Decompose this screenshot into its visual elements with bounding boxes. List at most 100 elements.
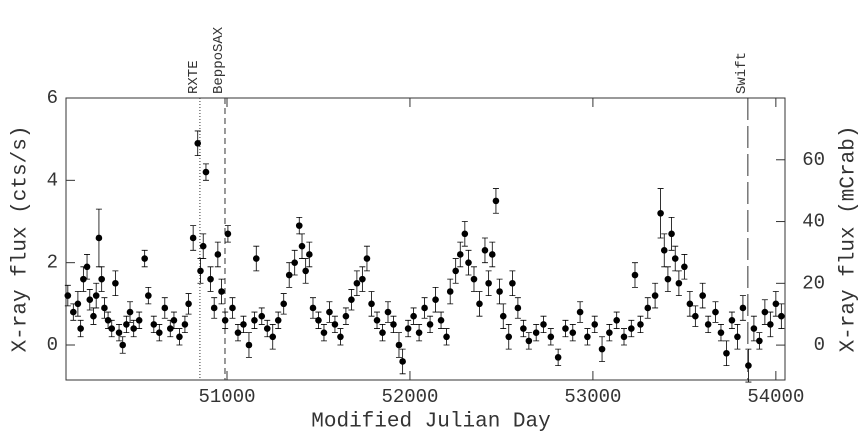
data-point: [437, 317, 445, 324]
data-point: [145, 292, 152, 299]
data-point: [373, 317, 381, 324]
data-point: [189, 234, 197, 242]
data-point: [620, 333, 628, 341]
data-point: [92, 292, 100, 299]
data-point: [651, 292, 659, 299]
data-point: [141, 255, 148, 262]
data-point: [390, 321, 397, 328]
data-point: [699, 292, 706, 299]
data-point: [331, 321, 339, 328]
data-point: [704, 321, 712, 328]
data-point: [218, 288, 225, 295]
data-point: [207, 275, 214, 283]
data-point: [488, 251, 496, 258]
data-point: [734, 333, 741, 341]
data-point: [554, 354, 562, 361]
data-point: [353, 279, 361, 287]
data-point: [492, 197, 500, 205]
data-point: [90, 312, 97, 320]
data-point: [123, 321, 130, 328]
data-point: [119, 341, 127, 349]
data-point: [101, 304, 108, 312]
data-point: [591, 321, 599, 328]
data-point: [379, 329, 386, 336]
data-point: [657, 209, 664, 217]
data-point: [772, 300, 780, 308]
data-point: [761, 308, 769, 316]
data-point: [185, 300, 192, 308]
data-point: [80, 275, 87, 283]
data-point: [240, 321, 247, 328]
data-point: [569, 329, 577, 336]
data-point: [384, 308, 392, 316]
data-point: [348, 296, 355, 304]
data-point: [98, 275, 105, 283]
data-point: [644, 304, 652, 312]
annotation-label: RXTE: [186, 60, 202, 94]
data-point: [631, 271, 639, 279]
data-point: [476, 300, 483, 308]
data-point: [224, 230, 232, 238]
data-point: [363, 255, 371, 262]
data-point: [598, 345, 606, 353]
data-point: [452, 267, 459, 275]
data-point: [359, 275, 366, 283]
data-point: [274, 317, 282, 324]
data-point: [613, 317, 620, 324]
x-tick-label: 53000: [564, 386, 621, 408]
data-point: [540, 321, 547, 328]
data-point: [739, 304, 747, 312]
data-point: [532, 329, 540, 336]
y-axis-label: X-ray flux (cts/s): [10, 126, 33, 353]
data-point: [415, 329, 423, 336]
data-point: [660, 247, 668, 254]
data-point: [576, 308, 584, 316]
data-point: [712, 308, 719, 316]
data-point: [104, 317, 112, 324]
data-point: [756, 337, 763, 345]
y2-axis-label: X-ray flux (mCrab): [838, 126, 861, 353]
data-point: [126, 308, 134, 316]
data-point: [280, 300, 288, 308]
data-point: [115, 329, 123, 336]
data-point: [291, 259, 298, 266]
data-point: [326, 308, 333, 316]
data-point: [456, 251, 464, 258]
data-point: [221, 317, 229, 324]
data-point: [156, 329, 163, 336]
data-point: [64, 292, 72, 299]
data-point: [70, 308, 77, 316]
data-point: [562, 325, 569, 332]
plot-frame: [65, 97, 786, 381]
data-point: [446, 288, 454, 295]
data-point: [675, 279, 683, 287]
data-point: [112, 279, 119, 287]
data-point: [77, 325, 84, 332]
data-point: [395, 341, 403, 349]
data-point: [161, 304, 169, 312]
data-point: [426, 321, 434, 328]
data-point: [170, 317, 178, 324]
data-point: [315, 317, 322, 324]
y2-tick-label: 20: [802, 272, 825, 294]
data-point: [692, 312, 699, 320]
data-point: [252, 255, 260, 262]
x-tick-label: 54000: [747, 386, 804, 408]
data-point: [514, 304, 522, 312]
data-point: [298, 242, 306, 250]
data-point: [470, 275, 478, 283]
data-point: [717, 329, 725, 336]
data-point: [525, 337, 533, 345]
x-axis-label: Modified Julian Day: [311, 411, 550, 434]
data-point: [637, 321, 644, 328]
data-point: [723, 349, 730, 357]
y-tick-label: 2: [47, 252, 58, 274]
data-point: [368, 300, 375, 308]
data-point: [606, 329, 613, 336]
data-point: [481, 247, 489, 254]
data-point: [95, 234, 103, 242]
data-point: [499, 312, 507, 320]
data-point: [251, 317, 258, 324]
data-point: [686, 300, 694, 308]
data-point: [263, 325, 271, 332]
